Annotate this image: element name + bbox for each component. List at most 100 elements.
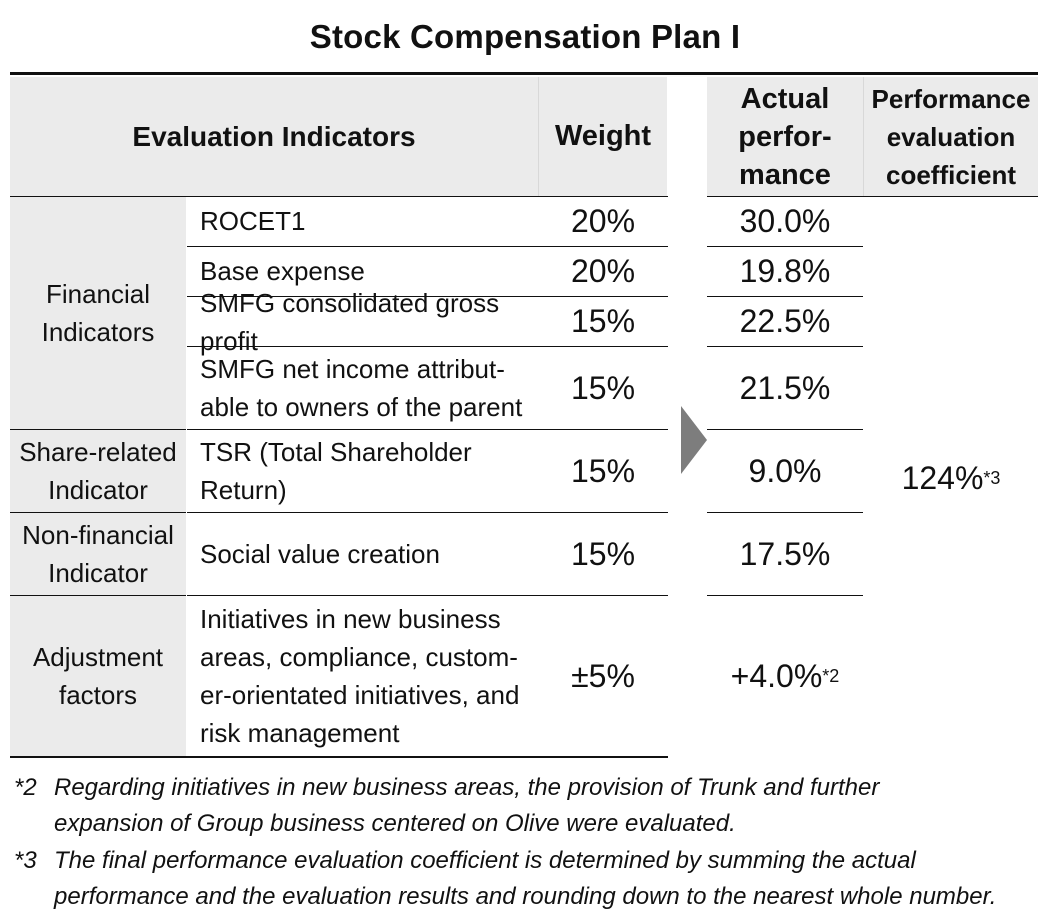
weight-value: ±5% — [571, 657, 635, 694]
row-rule — [187, 296, 668, 297]
indicator-label-line-2: able to owners of the parent — [200, 392, 523, 422]
footnote-mark: *2 — [14, 774, 37, 801]
row-rule — [707, 346, 863, 347]
weight-cell: 15% — [539, 347, 667, 429]
weight-value: 20% — [570, 252, 636, 289]
indicator-cell: Base expense — [187, 247, 538, 295]
indicator-label-line-2: areas, compliance, custom- — [200, 642, 518, 672]
header-weight-label: Weight — [554, 120, 652, 152]
footnote-line: performance and the evaluation results a… — [54, 883, 997, 910]
actual-cell: 9.0% — [707, 430, 863, 512]
header-coefficient-line-3: coefficient — [885, 159, 1017, 190]
category-nonfinancial-line-1: Non-financial — [22, 520, 174, 550]
header-performance-coefficient: Performance evaluation coefficient — [864, 77, 1038, 196]
header-evaluation-indicators-label: Evaluation Indicators — [132, 120, 416, 152]
title-rule — [10, 72, 1038, 75]
indicator-label: Social value creation — [200, 539, 440, 569]
indicator-cell: Initiatives in new business areas, compl… — [187, 596, 538, 756]
actual-value: 9.0% — [748, 452, 822, 489]
category-adjustment-line-2: factors — [58, 680, 138, 710]
header-actual-line-3: mance — [739, 158, 831, 191]
row-rule — [187, 595, 668, 596]
row-rule — [707, 296, 863, 297]
actual-value: 22.5% — [739, 303, 831, 339]
weight-value: 15% — [570, 369, 636, 406]
category-rule — [10, 512, 186, 513]
category-financial-line-1: Financial — [45, 279, 151, 309]
category-financial-line-2: Indicators — [41, 317, 155, 347]
row-rule — [187, 429, 668, 430]
category-adjustment-line-1: Adjustment — [32, 642, 164, 672]
category-share-related-indicator: Share-related Indicator — [10, 430, 186, 512]
weight-cell: 15% — [539, 297, 667, 346]
header-actual-line-2: perfor- — [738, 120, 832, 153]
weight-cell: 20% — [539, 247, 667, 295]
actual-value: 30.0% — [739, 202, 831, 239]
header-actual-performance: Actual perfor- mance — [707, 77, 863, 196]
coefficient-cell: 124% *3 — [901, 459, 1001, 496]
category-rule — [10, 429, 186, 430]
footnote-line: Regarding initiatives in new business ar… — [54, 774, 880, 801]
actual-cell: 19.8% — [707, 247, 863, 295]
indicator-cell: SMFG consolidated gross profit — [187, 288, 538, 356]
row-rule — [707, 512, 863, 513]
header-actual-line-1: Actual — [740, 82, 830, 115]
indicator-label: Base expense — [200, 256, 365, 286]
weight-cell: ±5% — [539, 596, 667, 756]
weight-cell: 15% — [539, 513, 667, 595]
footnote-line: The final performance evaluation coeffic… — [54, 847, 916, 874]
actual-value: 19.8% — [739, 252, 831, 289]
page-title: Stock Compensation Plan I — [309, 18, 741, 55]
indicator-cell: SMFG net income attribut- able to owners… — [187, 347, 538, 429]
table-bottom-rule — [10, 756, 668, 758]
header-weight: Weight — [539, 77, 667, 196]
indicator-label-line-1: Initiatives in new business — [200, 604, 501, 634]
actual-cell: 22.5% — [707, 297, 863, 346]
weight-cell: 20% — [539, 197, 667, 245]
indicator-label-line-1: TSR (Total Shareholder — [200, 437, 472, 467]
footnote-mark: *3 — [14, 847, 37, 874]
column-divider — [538, 77, 539, 196]
indicator-label-line-4: risk management — [200, 718, 400, 748]
category-share-line-2: Indicator — [48, 475, 148, 505]
actual-value: +4.0% — [730, 657, 823, 694]
row-rule — [707, 246, 863, 247]
actual-value: 21.5% — [739, 369, 831, 406]
row-rule — [187, 246, 668, 247]
row-rule — [707, 429, 863, 430]
category-share-line-1: Share-related — [19, 437, 177, 467]
category-non-financial-indicator: Non-financial Indicator — [10, 513, 186, 595]
arrow-right-icon — [681, 406, 707, 474]
row-rule — [187, 346, 668, 347]
indicator-label: SMFG consolidated gross profit — [200, 287, 500, 356]
header-coefficient-line-1: Performance — [871, 83, 1031, 114]
indicator-label-line-3: er-orientated initiatives, and — [200, 680, 520, 710]
indicator-label: ROCET1 — [200, 206, 306, 236]
row-rule — [707, 595, 863, 596]
indicator-cell: ROCET1 — [187, 197, 538, 245]
actual-cell: 30.0% — [707, 197, 863, 245]
category-financial-indicators: Financial Indicators — [10, 197, 186, 429]
weight-value: 15% — [570, 535, 636, 572]
weight-value: 20% — [570, 202, 636, 239]
header-bottom-rule — [10, 196, 668, 197]
weight-value: 15% — [570, 452, 636, 489]
column-divider — [863, 77, 864, 196]
actual-value: 17.5% — [739, 535, 831, 572]
indicator-cell: Social value creation — [187, 513, 538, 595]
indicator-cell: TSR (Total Shareholder Return) — [187, 430, 538, 512]
weight-value: 15% — [570, 303, 636, 339]
weight-cell: 15% — [539, 430, 667, 512]
footnote-line: expansion of Group business centered on … — [54, 810, 736, 837]
actual-cell: 21.5% — [707, 347, 863, 429]
header-bottom-rule-right — [707, 196, 1038, 197]
indicator-label-line-2: Return) — [200, 475, 287, 505]
indicator-label-line-1: SMFG net income attribut- — [200, 354, 505, 384]
coefficient-value: 124% — [901, 459, 984, 496]
row-rule — [187, 512, 668, 513]
header-evaluation-indicators: Evaluation Indicators — [10, 77, 538, 196]
actual-cell: 17.5% — [707, 513, 863, 595]
category-nonfinancial-line-2: Indicator — [48, 558, 148, 588]
category-adjustment-factors: Adjustment factors — [10, 596, 186, 756]
header-coefficient-line-2: evaluation — [886, 121, 1016, 152]
